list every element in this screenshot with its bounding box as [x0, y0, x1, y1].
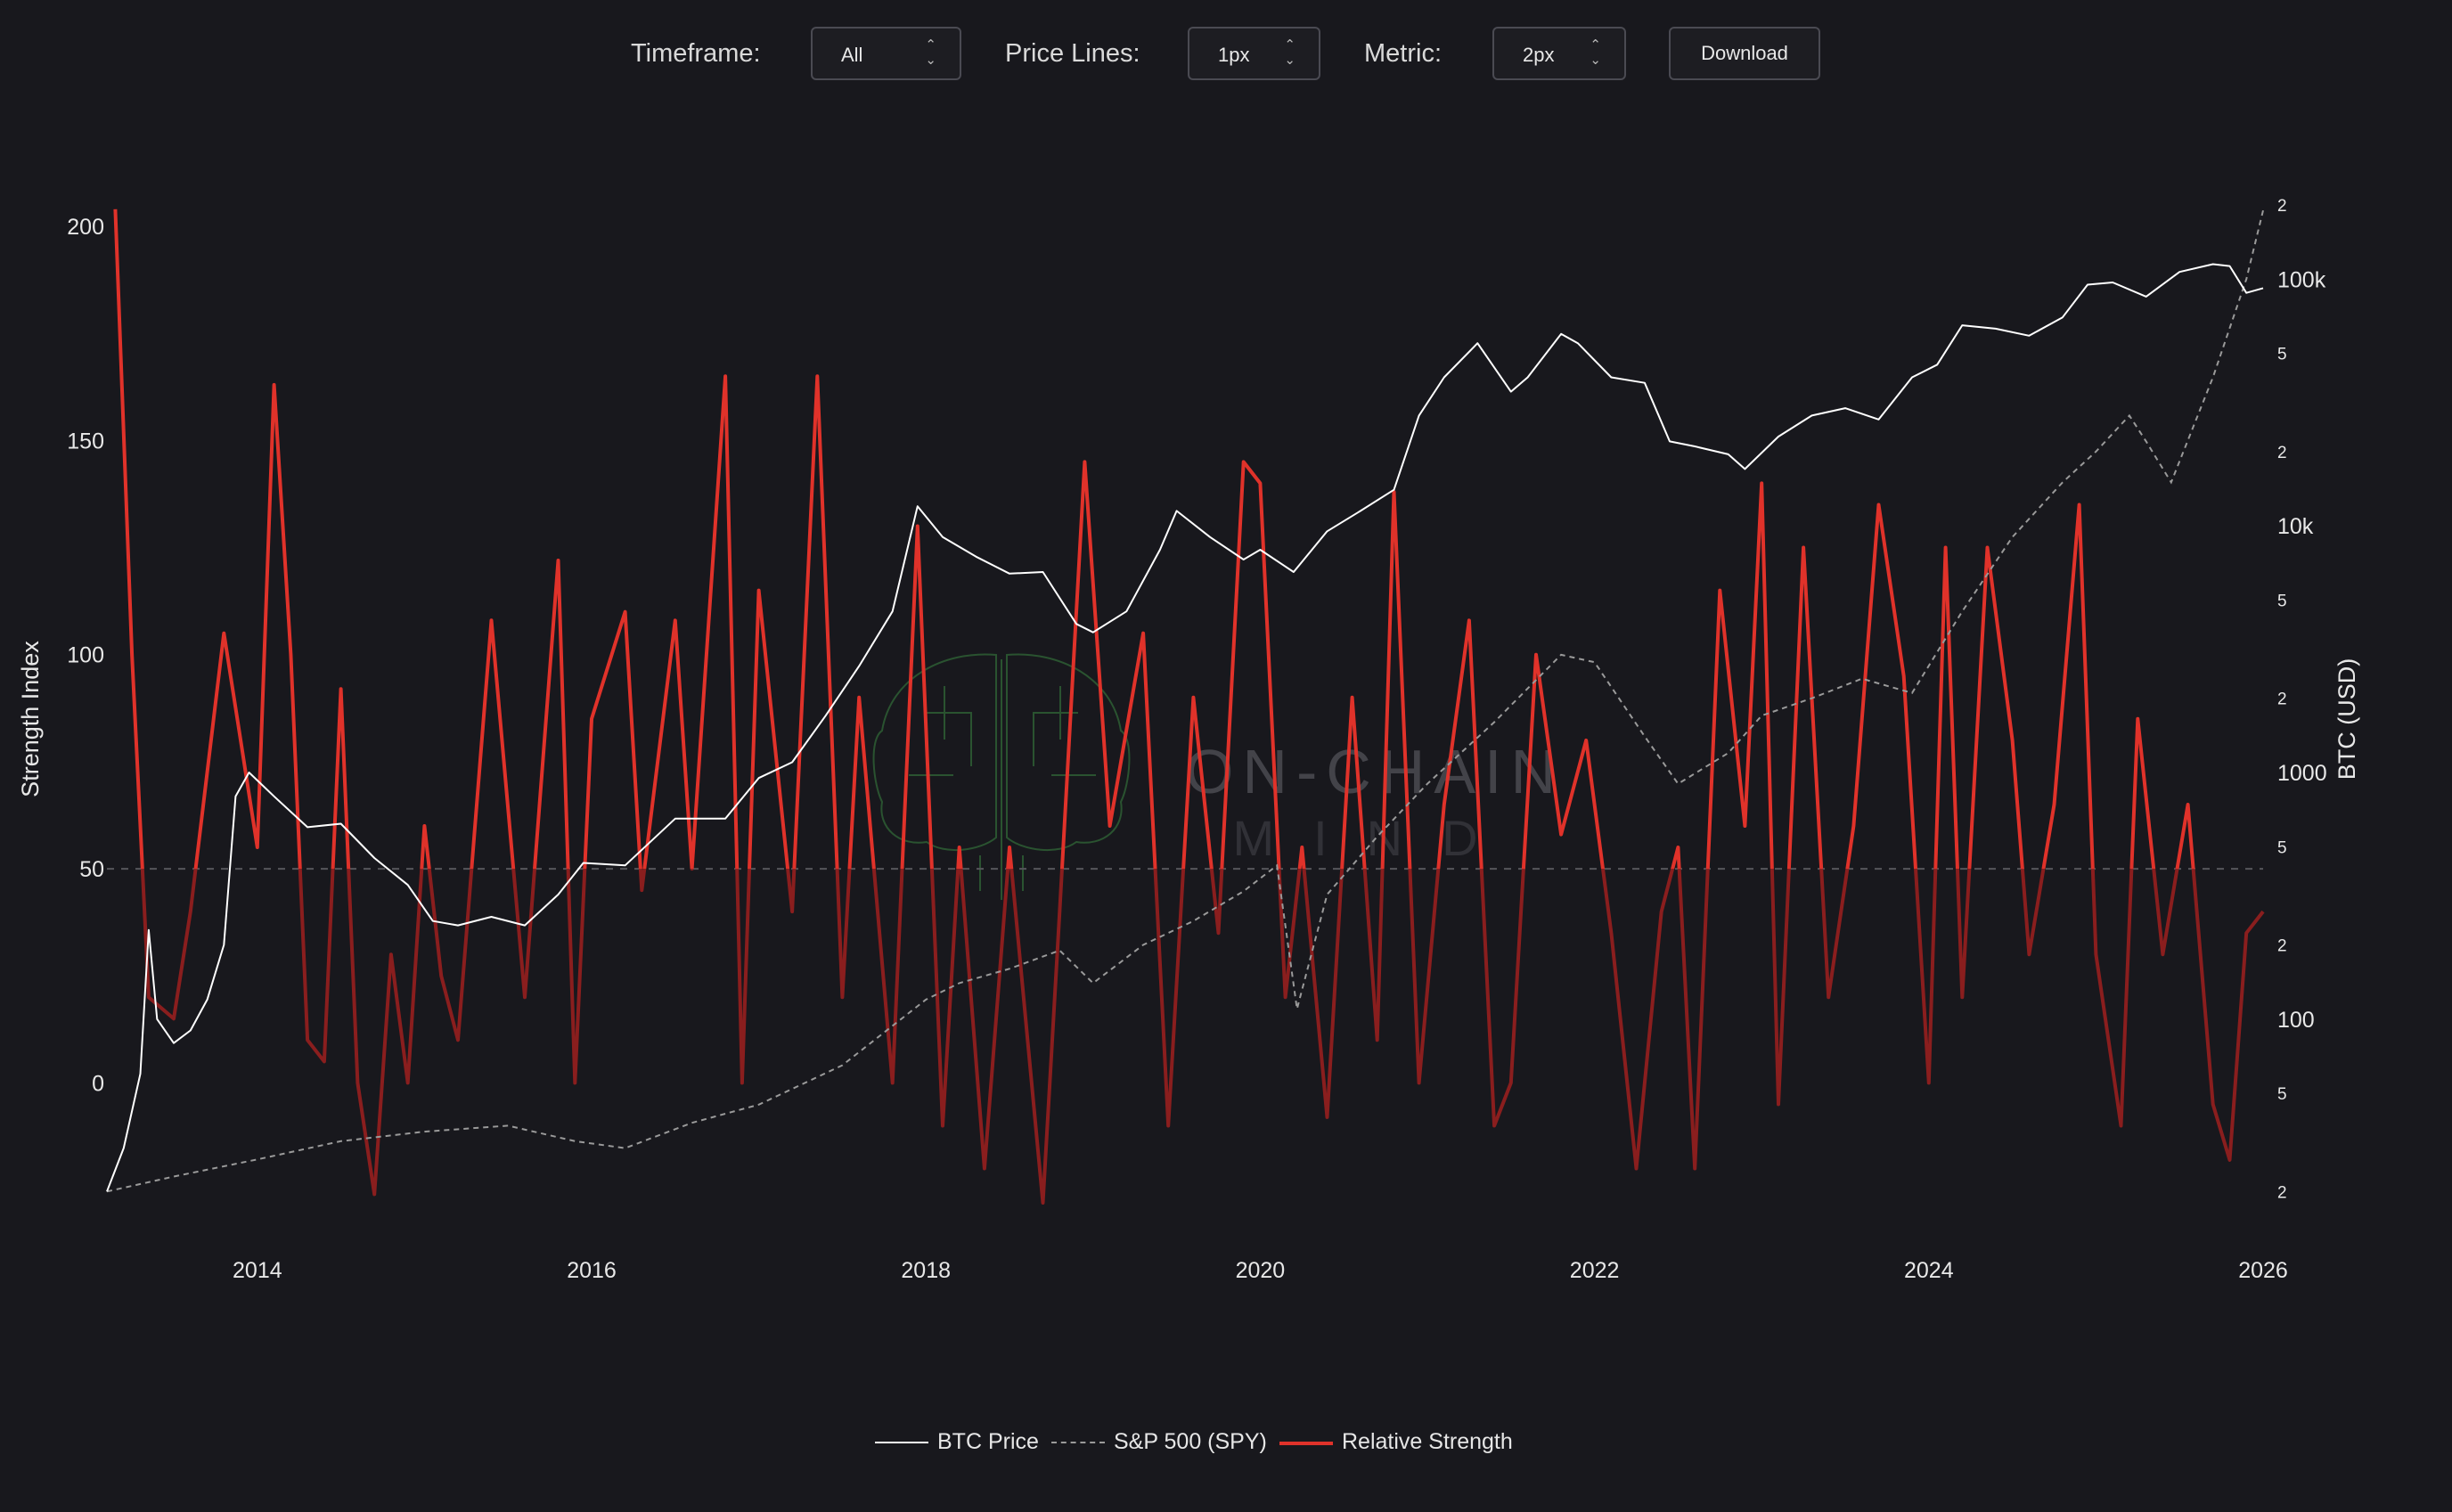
x-tick-label: 2026 — [2238, 1258, 2288, 1283]
y-minor-tick-label-right: 2 — [2277, 936, 2287, 955]
series-btc-price — [106, 263, 2264, 1192]
timeframe-value: All — [841, 44, 863, 66]
legend-label-spy: S&P 500 (SPY) — [1114, 1429, 1267, 1454]
legend-swatch-btc — [875, 1442, 928, 1443]
timeframe-label: Timeframe: — [631, 39, 761, 68]
metric-value: 2px — [1523, 44, 1555, 66]
legend-label-rs: Relative Strength — [1342, 1429, 1513, 1454]
series-layer — [106, 208, 2265, 1205]
y-minor-tick-label-right: 2 — [2277, 444, 2287, 462]
y-minor-tick-label-right: 5 — [2277, 593, 2287, 611]
series-spy — [106, 209, 2264, 1193]
y-tick-label-right: 100k — [2277, 267, 2326, 292]
y-tick-label-right: 1000 — [2277, 761, 2327, 786]
brain-circuit-icon — [872, 653, 1131, 900]
left-axis: 0 50 100 150 200 — [67, 215, 104, 1096]
metric-select[interactable]: 2px ⌃ ⌄ — [1492, 27, 1626, 80]
x-tick-label: 2022 — [1570, 1258, 1620, 1283]
price-lines-label: Price Lines: — [1005, 39, 1140, 68]
x-tick-label: 2024 — [1904, 1258, 1954, 1283]
y-minor-tick-label-right: 2 — [2277, 691, 2287, 709]
y-tick-label-right: 10k — [2277, 514, 2314, 539]
y-minor-tick-label-right: 5 — [2277, 346, 2287, 364]
metric-label: Metric: — [1364, 39, 1442, 68]
legend-swatch-rs — [1279, 1442, 1333, 1445]
chevron-updown-icon: ⌃ ⌄ — [925, 37, 936, 68]
series-relative-strength — [113, 208, 2195, 870]
y-minor-tick-label-right: 2 — [2277, 1183, 2287, 1202]
x-tick-label: 2020 — [1236, 1258, 1286, 1283]
x-axis: 2014 2016 2018 2020 2022 2024 2026 — [233, 1258, 2288, 1283]
y-tick-label-left: 0 — [92, 1071, 104, 1096]
y-axis-title-left: Strength Index — [17, 641, 44, 797]
right-axis: 100 1000 10k 100k 2 5 2 5 2 5 2 5 2 — [2277, 197, 2327, 1202]
y-minor-tick-label-right: 5 — [2277, 838, 2287, 857]
watermark-line1: ON-CHAIN — [1185, 737, 1565, 806]
watermark: ON-CHAIN MIND — [872, 653, 1565, 900]
x-tick-label: 2016 — [567, 1258, 617, 1283]
legend-label-btc: BTC Price — [937, 1429, 1039, 1454]
y-minor-tick-label-right: 5 — [2277, 1085, 2287, 1104]
x-tick-label: 2018 — [901, 1258, 951, 1283]
y-tick-label-left: 200 — [67, 215, 104, 240]
y-tick-label-left: 150 — [67, 429, 104, 454]
y-minor-tick-label-right: 2 — [2277, 197, 2287, 216]
legend: BTC Price S&P 500 (SPY) Relative Strengt… — [0, 1426, 2452, 1461]
y-tick-label-left: 50 — [79, 857, 104, 882]
download-button[interactable]: Download — [1669, 27, 1820, 80]
y-tick-label-left: 100 — [67, 643, 104, 668]
y-axis-title-right: BTC (USD) — [2333, 658, 2360, 781]
x-tick-label: 2014 — [233, 1258, 282, 1283]
chevron-updown-icon: ⌃ ⌄ — [1590, 37, 1601, 68]
chevron-updown-icon: ⌃ ⌄ — [1284, 37, 1295, 68]
controls-bar: Timeframe: All ⌃ ⌄ Price Lines: 1px ⌃ ⌄ Me… — [0, 27, 2452, 84]
timeframe-select[interactable]: All ⌃ ⌄ — [811, 27, 961, 80]
price-lines-select[interactable]: 1px ⌃ ⌄ — [1188, 27, 1320, 80]
series-relative-strength-lower — [140, 869, 2265, 1205]
legend-swatch-spy — [1051, 1442, 1105, 1443]
watermark-line2: MIND — [1232, 810, 1516, 866]
y-tick-label-right: 100 — [2277, 1008, 2315, 1033]
price-lines-value: 1px — [1218, 44, 1250, 66]
